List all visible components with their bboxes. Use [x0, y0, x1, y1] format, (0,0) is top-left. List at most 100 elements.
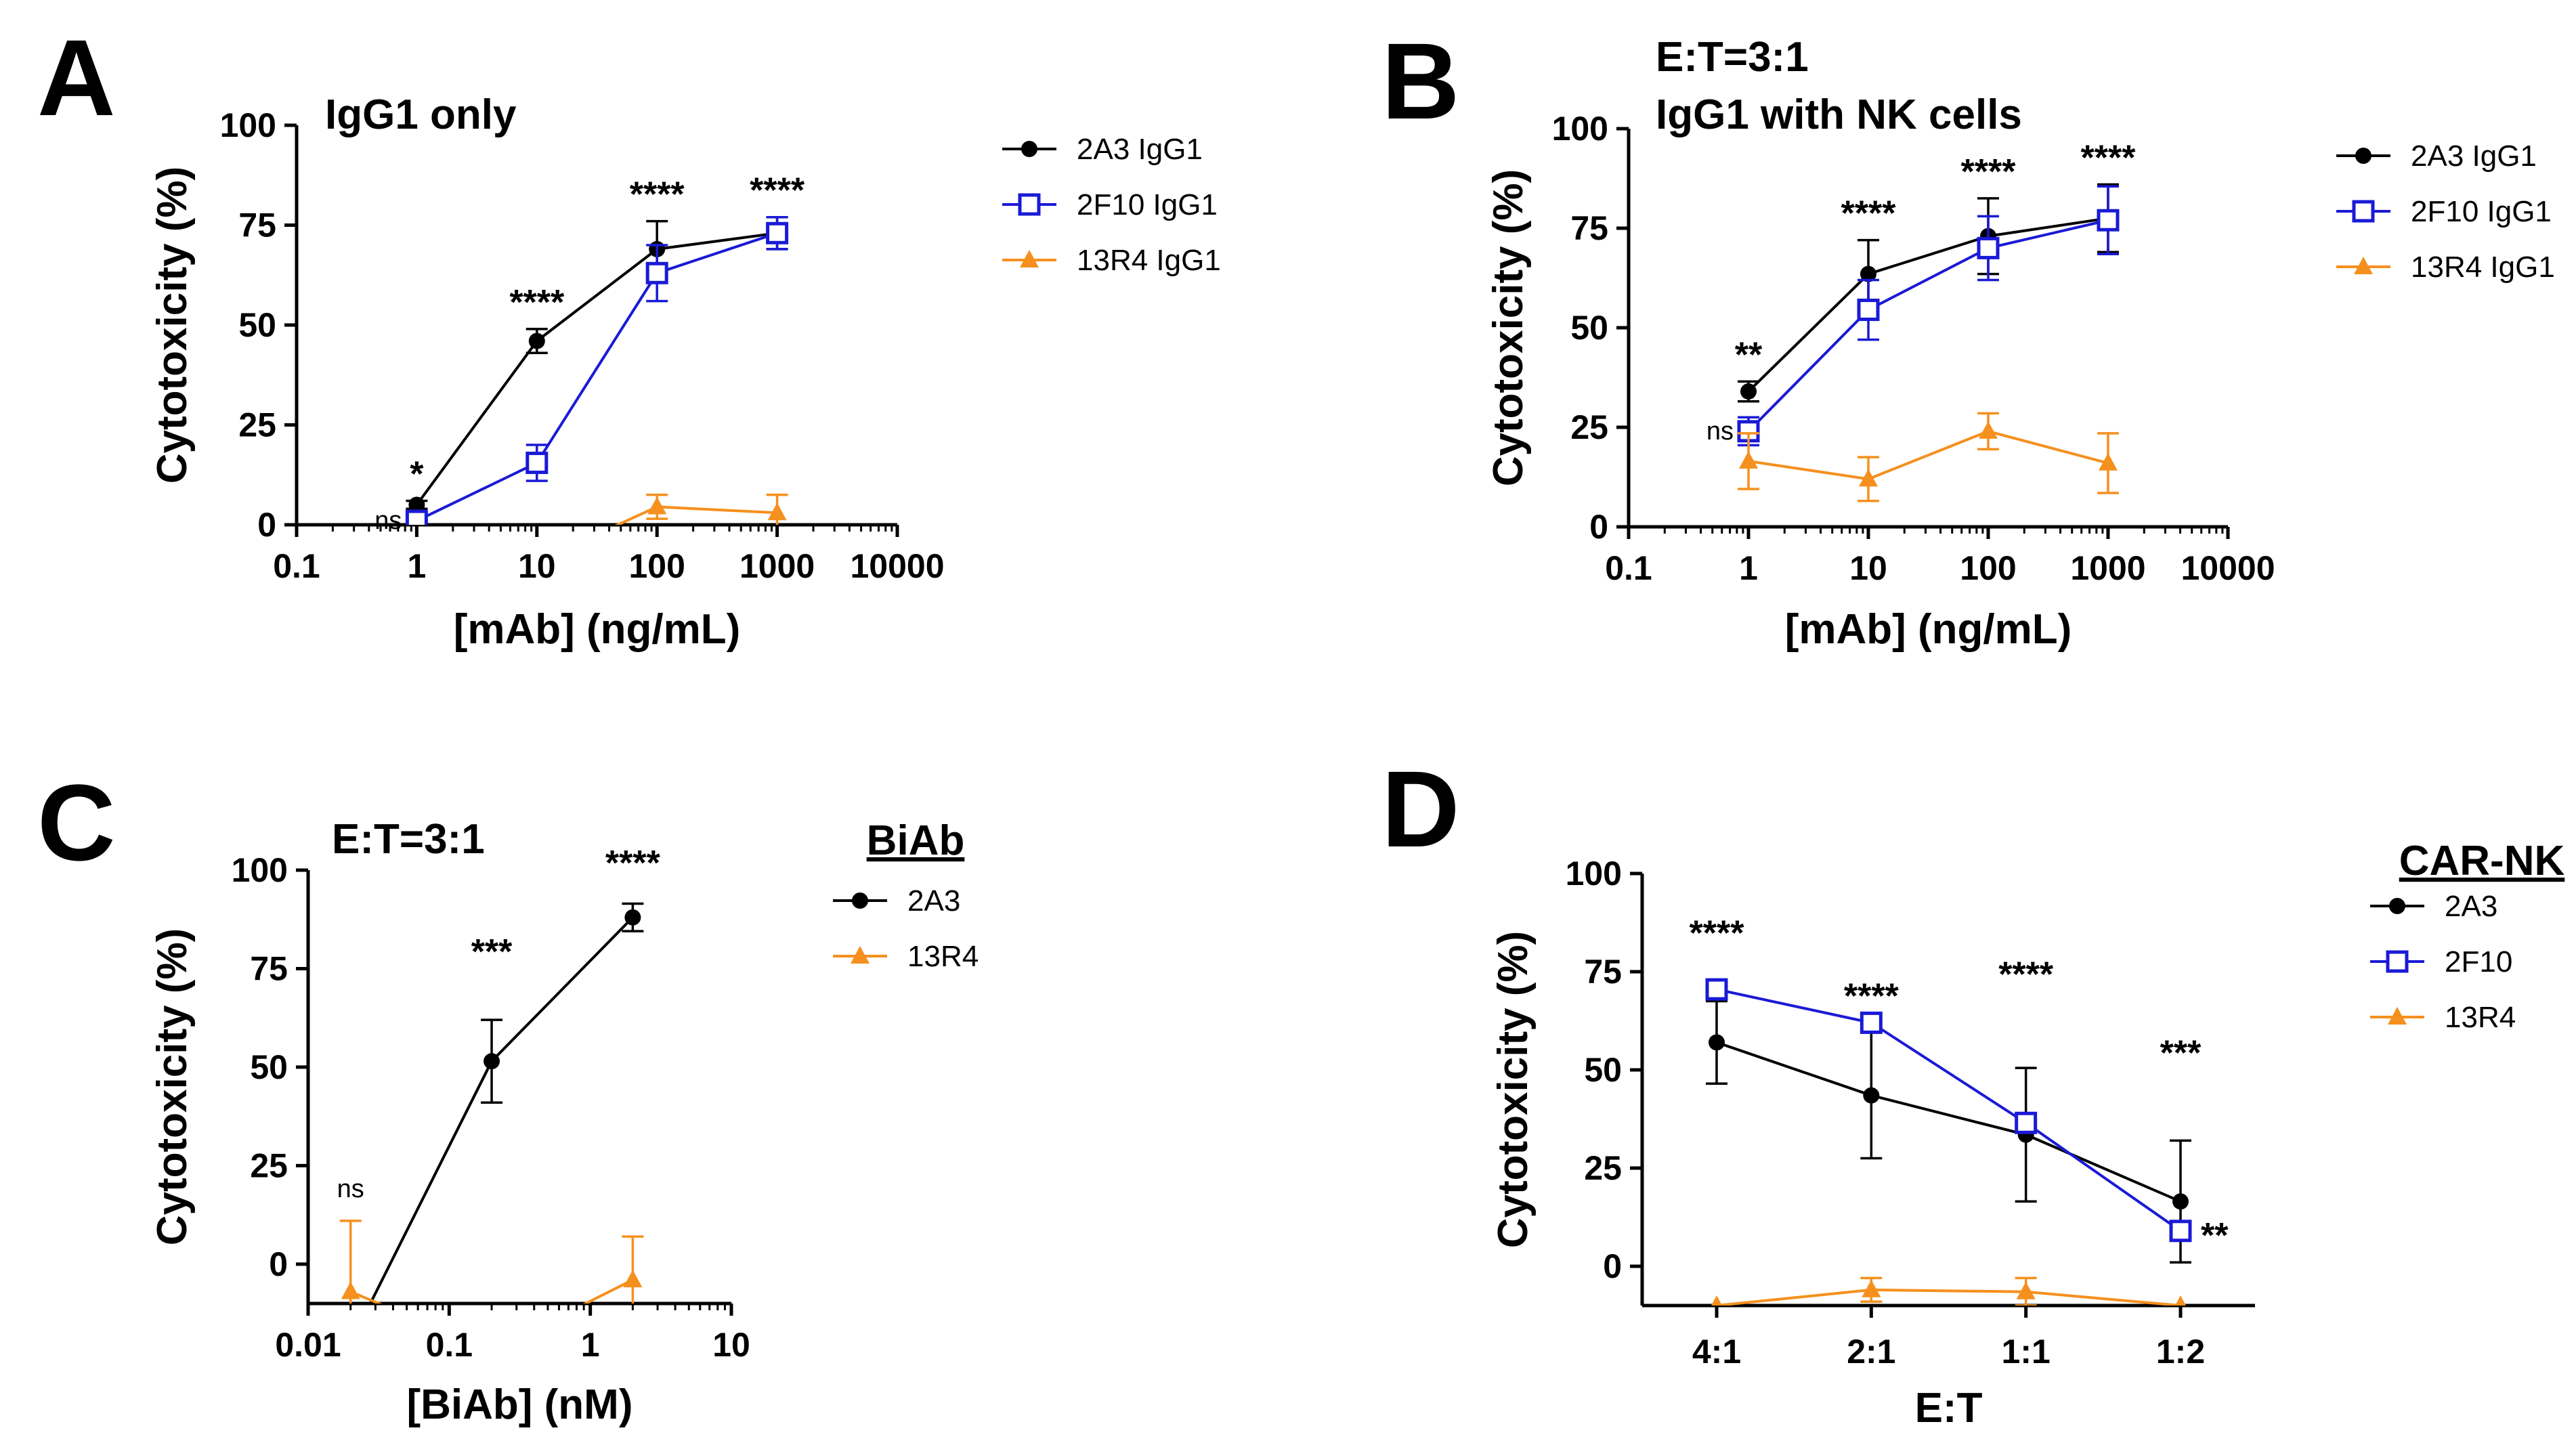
y-tick-label-b: 100 — [1552, 110, 1608, 148]
x-tick-label-b: 10 — [1849, 549, 1887, 587]
x-tick-label-d: 2:1 — [1847, 1333, 1895, 1371]
y-tick-label-d: 0 — [1603, 1247, 1622, 1285]
x-axis-label-b: [mAb] (ng/mL) — [1785, 606, 2072, 653]
legend-marker-13r4-b — [2354, 257, 2373, 274]
legend-label-2a3-c: 2A3 — [907, 884, 960, 918]
x-tick-label-a: 10 — [518, 547, 556, 585]
significance-d: **** — [1844, 976, 1899, 1016]
data-point-2a3-b — [1740, 383, 1757, 400]
significance-ns-c: ns — [337, 1175, 364, 1203]
significance-b: ** — [1735, 335, 1763, 374]
legend-label-2f10-a: 2F10 IgG1 — [1077, 188, 1218, 221]
data-layer-d — [1705, 978, 2192, 1306]
data-point-2a3-c — [624, 909, 641, 926]
y-axis-label-a: Cytotoxicity (%) — [149, 167, 196, 483]
legend-marker-2a3-c — [852, 892, 868, 909]
x-tick-label-b: 1000 — [2070, 549, 2145, 587]
significance-a: **** — [509, 283, 565, 322]
data-point-2a3-c — [484, 1053, 500, 1070]
significance-a: **** — [630, 175, 685, 215]
panel-title-b: E:T=3:1 — [1656, 34, 1809, 81]
x-tick-label-a: 10000 — [850, 547, 944, 585]
y-tick-label-a: 100 — [220, 106, 276, 144]
y-tick-label-c: 100 — [232, 851, 288, 889]
significance-b: **** — [1961, 152, 2017, 192]
data-point-2f10-d — [1705, 978, 1728, 1001]
data-point-13r4-d — [2016, 1281, 2036, 1299]
significance-b: **** — [1841, 194, 1897, 234]
data-layer-c — [339, 902, 644, 1358]
data-point-13r4-b — [2099, 452, 2118, 471]
x-tick-label-a: 1 — [407, 547, 426, 585]
legend-label-13r4-d: 13R4 — [2445, 1001, 2516, 1034]
y-tick-label-b: 75 — [1570, 209, 1608, 247]
legend-marker-2a3-b — [2355, 148, 2371, 164]
legend-marker-13r4-c — [851, 946, 870, 964]
significance-d: **** — [1690, 914, 1745, 953]
panel-b: B E:T=3:1 IgG1 with NK cells 0 25 50 75 100 0.1 1… — [1381, 20, 2555, 653]
panel-label-b: B — [1381, 20, 1460, 142]
x-tick-label-b: 100 — [1960, 549, 2016, 587]
y-tick-label-a: 0 — [257, 506, 276, 544]
x-tick-label-c: 0.1 — [426, 1326, 473, 1364]
y-tick-label-c: 50 — [250, 1048, 288, 1086]
series-line-2a3-a — [415, 232, 777, 506]
data-point-2f10-d — [1860, 1011, 1883, 1034]
x-tick-label-d: 1:1 — [2002, 1333, 2051, 1371]
data-point-2a3-d — [1863, 1087, 1880, 1104]
panel-c: C E:T=3:1 0 25 50 75 100 0.01 0.1 1 10 Cytotoxicity… — [37, 762, 979, 1428]
data-point-2f10-a — [525, 452, 549, 475]
x-tick-label-a: 1000 — [739, 547, 815, 585]
panel-d: D 0 25 50 75 100 4:1 2:1 1:1 1:2 Cytotoxicity (%) E… — [1381, 748, 2564, 1431]
y-tick-label-a: 50 — [238, 306, 276, 344]
legend-marker-13r4-d — [2388, 1007, 2407, 1025]
y-tick-label-c: 25 — [250, 1146, 288, 1184]
x-tick-label-b: 0.1 — [1605, 549, 1652, 587]
data-point-2f10-a — [405, 509, 428, 525]
data-point-13r4-b — [1739, 450, 1758, 469]
x-tick-label-b: 10000 — [2181, 549, 2275, 587]
data-point-13r4-a — [647, 496, 667, 515]
y-tick-label-d: 50 — [1584, 1051, 1622, 1089]
x-tick-label-c: 1 — [581, 1326, 600, 1364]
x-tick-label-d: 4:1 — [1692, 1333, 1741, 1371]
data-layer-a — [405, 215, 789, 525]
legend-label-2a3-d: 2A3 — [2445, 890, 2497, 923]
legend-title-c: BiAb — [867, 817, 965, 864]
panel-a: A IgG1 only 0 25 50 75 100 0.1 1 10 100 1000 10000 Cy… — [37, 17, 1221, 653]
y-tick-label-c: 0 — [269, 1245, 288, 1283]
data-point-2a3-a — [408, 496, 425, 513]
data-point-13r4-b — [1859, 469, 1878, 487]
data-point-2f10-d — [2169, 1220, 2192, 1243]
data-point-13r4-c — [341, 1281, 360, 1299]
data-point-2a3-c — [343, 1335, 359, 1351]
significance-ns-b: ns — [1706, 417, 1734, 446]
y-axis-label-c: Cytotoxicity (%) — [149, 928, 196, 1245]
legend-marker-2f10-b — [2352, 200, 2375, 223]
panel-label-d: D — [1381, 748, 1460, 869]
panel-title-c: E:T=3:1 — [332, 816, 485, 863]
y-tick-label-c: 75 — [250, 949, 288, 987]
panel-title-a: IgG1 only — [325, 91, 517, 138]
data-point-13r4-c — [482, 1341, 501, 1358]
x-tick-label-c: 10 — [712, 1326, 750, 1364]
y-tick-label-d: 75 — [1584, 953, 1622, 991]
legend-label-2a3-b: 2A3 IgG1 — [2411, 139, 2537, 173]
data-layer-b — [1737, 183, 2120, 502]
legend-marker-2f10-a — [1018, 193, 1041, 216]
data-point-2f10-b — [2097, 209, 2120, 232]
series-line-2f10-a — [416, 232, 778, 522]
series-line-13r4-d — [1716, 1288, 2181, 1306]
significance-a: * — [410, 455, 424, 494]
x-tick-label-b: 1 — [1739, 549, 1758, 587]
data-point-2f10-d — [2015, 1111, 2038, 1134]
y-tick-label-a: 75 — [238, 207, 276, 244]
series-line-2a3-b — [1747, 217, 2109, 393]
x-tick-label-a: 100 — [628, 547, 685, 585]
data-point-2f10-a — [645, 261, 668, 284]
y-tick-label-d: 100 — [1566, 855, 1622, 892]
data-point-2a3-b — [1860, 265, 1876, 282]
data-point-2f10-a — [766, 221, 789, 244]
legend-marker-2a3-a — [1021, 141, 1037, 157]
